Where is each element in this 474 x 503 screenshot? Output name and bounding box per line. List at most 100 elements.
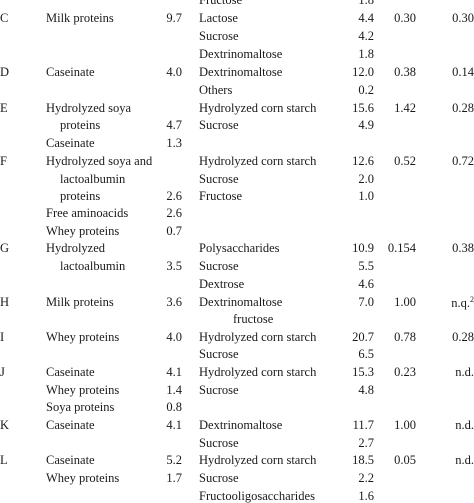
ratio-value: 0.38 (394, 65, 416, 79)
group-letter: G (0, 241, 10, 255)
protein-source: Hydrolyzed soya (46, 101, 132, 115)
ratio-value: 0.52 (394, 154, 416, 168)
ratio-value: 0.05 (394, 453, 416, 467)
carbohydrate-value: 20.7 (352, 330, 374, 344)
measure-value: 0.28 (452, 330, 474, 344)
protein-source: Caseinate (46, 365, 95, 379)
protein-value: 4.0 (166, 65, 182, 79)
carbohydrate-source: Sucrose (199, 383, 239, 397)
protein-value: 0.7 (166, 224, 182, 238)
carbohydrate-source: Dextrinomaltose (199, 65, 283, 79)
carbohydrate-source: Hydrolyzed corn starch (199, 365, 317, 379)
carbohydrate-value: 4.9 (358, 118, 374, 132)
carbohydrate-source: Others (199, 83, 233, 97)
measure-value: n.d. (455, 453, 474, 467)
protein-value: 3.5 (166, 259, 182, 273)
carbohydrate-source: Sucrose (199, 29, 239, 43)
measure-value: n.d. (455, 418, 474, 432)
protein-source: Whey proteins (46, 383, 120, 397)
group-letter: D (0, 65, 10, 79)
protein-source: Caseinate (46, 453, 95, 467)
protein-value: 4.1 (166, 418, 182, 432)
protein-source: Hydrolyzed (46, 241, 106, 255)
carbohydrate-value: 1.6 (358, 489, 374, 503)
ratio-value: 0.30 (394, 11, 416, 25)
group-letter: C (0, 11, 9, 25)
group-letter: H (0, 295, 10, 309)
protein-value: 4.7 (166, 118, 182, 132)
protein-source: Whey proteins (46, 224, 120, 238)
carbohydrate-source: Lactose (199, 11, 238, 25)
carbohydrate-source: Polysaccharides (199, 241, 280, 255)
carbohydrate-value: 10.9 (352, 241, 374, 255)
protein-source: Caseinate (46, 136, 95, 150)
protein-source: Free aminoacids (46, 206, 129, 220)
carbohydrate-source: Hydrolyzed corn starch (199, 101, 317, 115)
protein-value: 3.6 (166, 295, 182, 309)
protein-source: Hydrolyzed soya and (46, 154, 153, 168)
carbohydrate-source: Hydrolyzed corn starch (199, 154, 317, 168)
carbohydrate-source: Sucrose (199, 118, 239, 132)
carbohydrate-value: 2.7 (358, 436, 374, 450)
ratio-value: 1.42 (394, 101, 416, 115)
group-letter: K (0, 418, 10, 432)
carbohydrate-value: 1.8 (358, 0, 374, 7)
group-letter: E (0, 101, 8, 115)
measure-value: 0.30 (452, 11, 474, 25)
protein-value: 5.2 (166, 453, 182, 467)
protein-source: proteins (60, 118, 101, 132)
carbohydrate-source: Hydrolyzed corn starch (199, 453, 317, 467)
carbohydrate-source: Fructooligosaccharides (199, 489, 315, 503)
ratio-value: 0.154 (387, 241, 416, 255)
protein-value: 0.8 (166, 400, 182, 414)
carbohydrate-value: 4.8 (358, 383, 374, 397)
carbohydrate-value: 0.2 (358, 83, 374, 97)
carbohydrate-value: 1.0 (358, 189, 374, 203)
measure-value: n.d. (455, 365, 474, 379)
protein-source: Caseinate (46, 418, 95, 432)
protein-source: Caseinate (46, 65, 95, 79)
ratio-value: 0.23 (394, 365, 416, 379)
carbohydrate-value: 12.0 (352, 65, 374, 79)
carbohydrate-value: 18.5 (352, 453, 374, 467)
protein-value: 2.6 (166, 189, 182, 203)
footnote-marker: 2 (470, 295, 474, 304)
carbohydrate-value: 11.7 (352, 418, 374, 432)
ratio-value: 0.78 (394, 330, 416, 344)
carbohydrate-value: 4.4 (358, 11, 374, 25)
carbohydrate-source: Sucrose (199, 172, 239, 186)
protein-value: 1.4 (166, 383, 182, 397)
protein-value: 4.1 (166, 365, 182, 379)
measure-value: n.q.2 (451, 295, 474, 310)
carbohydrate-value: 6.5 (358, 347, 374, 361)
measure-value: 0.72 (452, 154, 474, 168)
measure-value: 0.28 (452, 101, 474, 115)
carbohydrate-value: 7.0 (358, 295, 374, 309)
carbohydrate-value: 15.3 (352, 365, 374, 379)
carbohydrate-source: Dextrinomaltose (199, 47, 283, 61)
carbohydrate-source: Fructose (199, 189, 243, 203)
carbohydrate-source: Fructose (199, 0, 243, 7)
group-letter: J (0, 365, 5, 379)
protein-source: Milk proteins (46, 295, 114, 309)
ratio-value: 1.00 (394, 295, 416, 309)
protein-source: lactoalbumin (60, 259, 126, 273)
ratio-value: 1.00 (394, 418, 416, 432)
protein-source: proteins (60, 189, 101, 203)
carbohydrate-value: 15.6 (352, 101, 374, 115)
group-letter: L (0, 453, 8, 467)
carbohydrate-source: Hydrolyzed corn starch (199, 330, 317, 344)
carbohydrate-source: fructose (233, 312, 274, 326)
protein-source: Soya proteins (46, 400, 115, 414)
carbohydrate-value: 5.5 (358, 259, 374, 273)
protein-value: 1.3 (166, 136, 182, 150)
carbohydrate-source: Sucrose (199, 436, 239, 450)
measure-value: 0.14 (452, 65, 474, 79)
group-letter: I (0, 330, 5, 344)
carbohydrate-value: 2.0 (358, 172, 374, 186)
carbohydrate-source: Sucrose (199, 347, 239, 361)
carbohydrate-value: 4.2 (358, 29, 374, 43)
protein-source: lactoalbumin (60, 172, 126, 186)
carbohydrate-source: Dextrose (199, 277, 245, 291)
carbohydrate-value: 4.6 (358, 277, 374, 291)
